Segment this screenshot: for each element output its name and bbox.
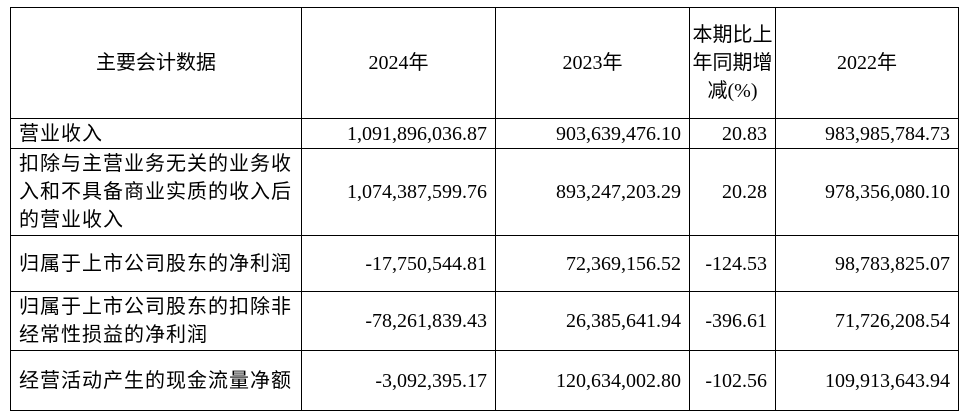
value-cell: 71,726,208.54 [775,291,959,351]
table-body: 营业收入 1,091,896,036.87 903,639,476.10 20.83 9… [10,118,959,411]
value-cell: 978,356,080.10 [775,148,959,236]
header-cell: 2022年 [775,7,959,119]
data-row: 归属于上市公司股东的净利润 -17,750,544.81 72,369,156.52… [10,235,959,292]
data-row: 扣除与主营业务无关的业务收入和不具备商业实质的收入后的营业收入 1,074,387… [10,148,959,236]
header-cell: 2024年 [301,7,496,119]
value-cell: -17,750,544.81 [301,235,496,292]
value-cell: 20.83 [689,118,776,149]
header-cell: 2023年 [495,7,690,119]
value-cell: 26,385,641.94 [495,291,690,351]
header-cell: 主要会计数据 [10,7,302,119]
header-row: 主要会计数据 2024年 2023年 本期比上年同期增减(%) 2022年 [10,7,959,119]
row-label: 扣除与主营业务无关的业务收入和不具备商业实质的收入后的营业收入 [10,148,302,236]
data-row: 经营活动产生的现金流量净额 -3,092,395.17 120,634,002.80… [10,350,959,411]
table-wrap: 主要会计数据 2024年 2023年 本期比上年同期增减(%) 2022年 营业收入 1,… [10,7,959,411]
value-cell: -3,092,395.17 [301,350,496,411]
row-label: 归属于上市公司股东的扣除非经常性损益的净利润 [10,291,302,351]
value-cell: -78,261,839.43 [301,291,496,351]
header-cell: 本期比上年同期增减(%) [689,7,776,119]
row-label: 营业收入 [10,118,302,149]
value-cell: 109,913,643.94 [775,350,959,411]
value-cell: 903,639,476.10 [495,118,690,149]
data-row: 营业收入 1,091,896,036.87 903,639,476.10 20.83 9… [10,118,959,149]
value-cell: 120,634,002.80 [495,350,690,411]
value-cell: 72,369,156.52 [495,235,690,292]
data-row: 归属于上市公司股东的扣除非经常性损益的净利润 -78,261,839.43 26,3… [10,291,959,351]
row-label: 经营活动产生的现金流量净额 [10,350,302,411]
value-cell: -102.56 [689,350,776,411]
value-cell: 1,091,896,036.87 [301,118,496,149]
value-cell: 98,783,825.07 [775,235,959,292]
value-cell: -124.53 [689,235,776,292]
row-label: 归属于上市公司股东的净利润 [10,235,302,292]
value-cell: 20.28 [689,148,776,236]
value-cell: 893,247,203.29 [495,148,690,236]
value-cell: 983,985,784.73 [775,118,959,149]
financial-table: 主要会计数据 2024年 2023年 本期比上年同期增减(%) 2022年 营业收入 1,… [10,7,959,411]
value-cell: 1,074,387,599.76 [301,148,496,236]
value-cell: -396.61 [689,291,776,351]
